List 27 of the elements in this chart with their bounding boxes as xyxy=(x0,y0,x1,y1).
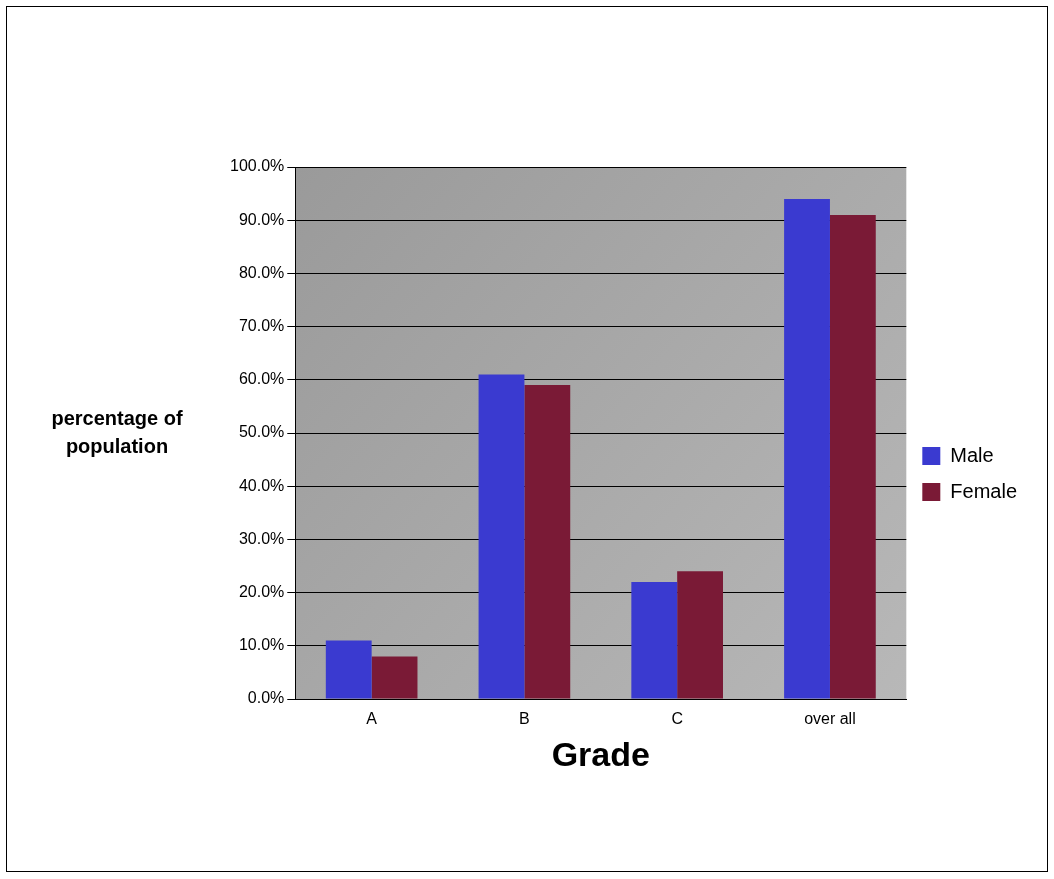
bar xyxy=(371,656,418,699)
y-tick-label: 80.0% xyxy=(238,263,285,281)
y-tick-label: 20.0% xyxy=(238,583,285,601)
bar xyxy=(325,640,372,699)
y-tick-label: 70.0% xyxy=(238,317,285,335)
x-tick-label: A xyxy=(366,710,378,728)
x-tick-label: over all xyxy=(804,710,856,728)
bar xyxy=(677,571,723,699)
y-tick-label: 30.0% xyxy=(238,529,285,547)
bar xyxy=(631,581,678,699)
y-tick-label: 60.0% xyxy=(238,370,285,388)
x-tick-label: C xyxy=(671,710,683,728)
bar xyxy=(784,198,830,699)
y-tick-label: 90.0% xyxy=(238,210,285,228)
y-tick-label: 10.0% xyxy=(238,636,285,654)
x-tick-label: B xyxy=(519,710,530,728)
y-tick-label: 40.0% xyxy=(238,476,285,494)
legend-label: Male xyxy=(950,443,994,466)
y-tick-label: 100.0% xyxy=(230,157,285,175)
y-tick-label: 50.0% xyxy=(238,423,285,441)
x-axis-title: Grade xyxy=(551,734,650,773)
bar xyxy=(478,374,525,699)
bar xyxy=(524,385,571,699)
legend-label: Female xyxy=(950,479,1018,502)
y-axis-title: percentage of population xyxy=(51,406,183,457)
y-tick-label: 0.0% xyxy=(247,689,285,707)
bar xyxy=(829,214,876,699)
